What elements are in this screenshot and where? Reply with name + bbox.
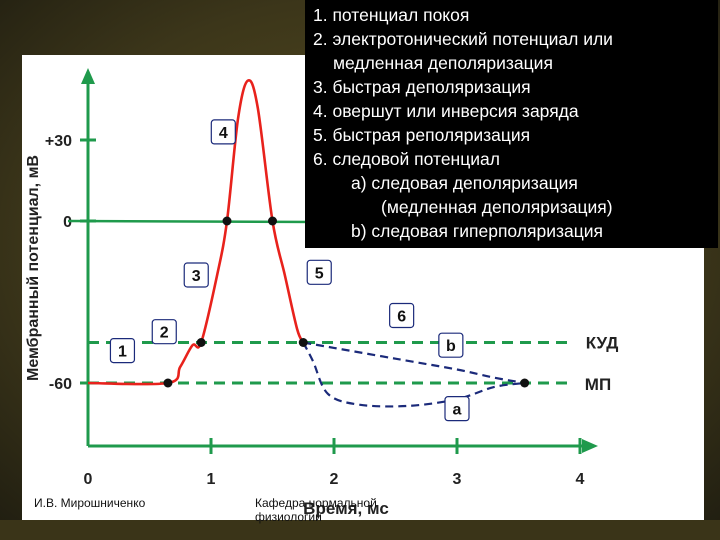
bottom-band	[0, 520, 720, 540]
phase-label-6: 6	[389, 302, 415, 329]
svg-text:a: a	[453, 402, 462, 419]
y-axis-arrow	[81, 68, 95, 84]
marked-point	[196, 338, 206, 347]
svg-text:b: b	[446, 338, 456, 355]
x-tick-label: 2	[330, 471, 339, 488]
svg-text:1: 1	[118, 344, 127, 361]
legend-item-3: 3. быстрая деполяризация	[313, 77, 531, 97]
action-potential-curve	[87, 78, 305, 386]
x-tick-label: 1	[207, 471, 216, 488]
legend-item-6a-cont: (медленная деполяризация)	[381, 197, 613, 217]
x-tick-label: 4	[576, 471, 585, 488]
legend-item-5: 5. быстрая реполяризация	[313, 125, 531, 145]
marked-points	[163, 216, 530, 388]
author-credit: И.В. Мирошниченко	[34, 496, 146, 510]
phase-label-4: 4	[210, 119, 236, 145]
svg-text:3: 3	[192, 268, 201, 285]
x-tick-label: 0	[84, 471, 93, 488]
marked-point	[163, 378, 173, 388]
svg-text:6: 6	[397, 309, 406, 326]
y-tick-label: +30	[45, 133, 72, 150]
legend-item-6: 6. следовой потенциал	[313, 149, 500, 169]
y-tick-label: 0	[63, 214, 72, 231]
svg-text:2: 2	[160, 325, 169, 342]
marked-point	[222, 216, 232, 226]
legend-item-2: 2. электротонический потенциал или	[313, 29, 613, 49]
y-tick-label: -60	[49, 376, 72, 393]
phase-label-2: 2	[151, 319, 177, 345]
trace-potential-b	[303, 341, 525, 385]
x-axis-arrow	[582, 439, 598, 453]
legend-item-6b: b) следовая гиперполяризация	[351, 221, 603, 241]
legend-item-2-cont: медленная деполяризация	[333, 53, 553, 73]
phase-labels: 1 2 3 4 5 6 b a	[109, 119, 470, 422]
marked-point	[268, 216, 277, 226]
svg-text:5: 5	[315, 265, 324, 282]
phase-label-b: b	[438, 332, 464, 358]
x-tick-label: 3	[453, 471, 462, 488]
y-axis-label: Мембранный потенциал, мВ	[25, 155, 42, 381]
axes: 0 1 2 3 4 +30 0 -60	[45, 68, 598, 488]
phase-label-a: a	[444, 396, 470, 422]
series-layer	[87, 78, 525, 408]
legend-item-1: 1. потенциал покоя	[313, 5, 470, 25]
x-axis-label: Время, мс	[303, 499, 389, 518]
marked-point	[520, 378, 530, 388]
trace-potential-a	[302, 341, 525, 408]
mp-label: МП	[585, 375, 611, 394]
svg-text:4: 4	[219, 125, 228, 142]
phase-label-3: 3	[183, 262, 209, 288]
phase-label-1: 1	[109, 338, 136, 364]
legend-item-6a: a) следовая деполяризация	[351, 173, 578, 193]
legend-item-4: 4. овершут или инверсия заряда	[313, 101, 579, 121]
kud-label: КУД	[586, 334, 619, 353]
department-credit: Кафедра нормальной физиологии	[255, 496, 377, 524]
legend-panel: 1. потенциал покоя 2. электротонический …	[305, 0, 718, 248]
marked-point	[298, 338, 308, 347]
phase-label-5: 5	[306, 259, 332, 285]
